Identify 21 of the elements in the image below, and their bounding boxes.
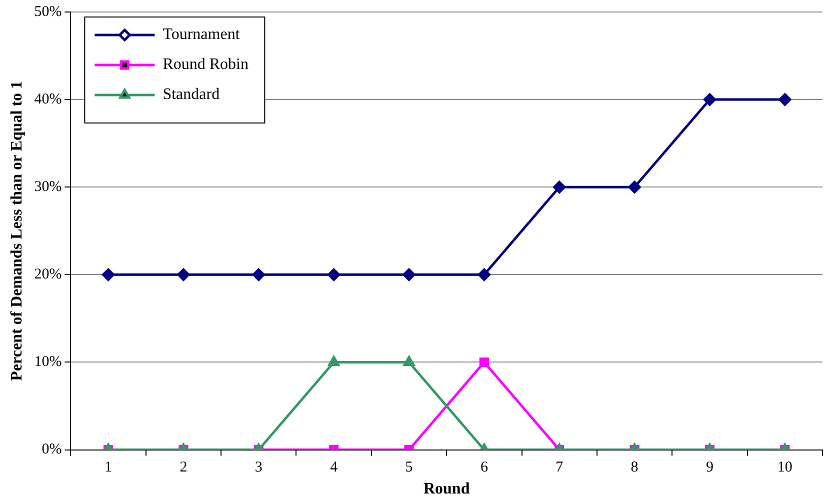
x-tick-label: 5 — [405, 460, 413, 476]
x-tick-label: 3 — [254, 460, 262, 476]
x-tick-label: 1 — [104, 460, 112, 476]
x-tick-label: 7 — [556, 460, 564, 476]
x-tick-label: 9 — [706, 460, 714, 476]
y-tick-label: 40% — [34, 91, 62, 108]
y-tick-label: 20% — [34, 266, 62, 283]
x-tick-label: 10 — [777, 460, 792, 476]
x-tick-label: 6 — [480, 460, 488, 476]
legend-label: Round Robin — [162, 56, 248, 74]
y-tick-label: 50% — [34, 4, 62, 20]
y-axis-title: Percent of Demands Less than or Equal to 1 — [8, 80, 26, 381]
legend-label: Tournament — [162, 26, 240, 44]
legend-label: Standard — [162, 86, 220, 104]
y-tick-label: 10% — [34, 354, 62, 370]
y-tick-label: 30% — [34, 179, 62, 196]
x-tick-label: 8 — [630, 460, 638, 476]
x-tick-label: 2 — [180, 460, 188, 476]
x-axis-title: Round — [423, 480, 470, 498]
y-tick-label: 0% — [42, 442, 62, 458]
x-tick-label: 4 — [330, 460, 338, 476]
